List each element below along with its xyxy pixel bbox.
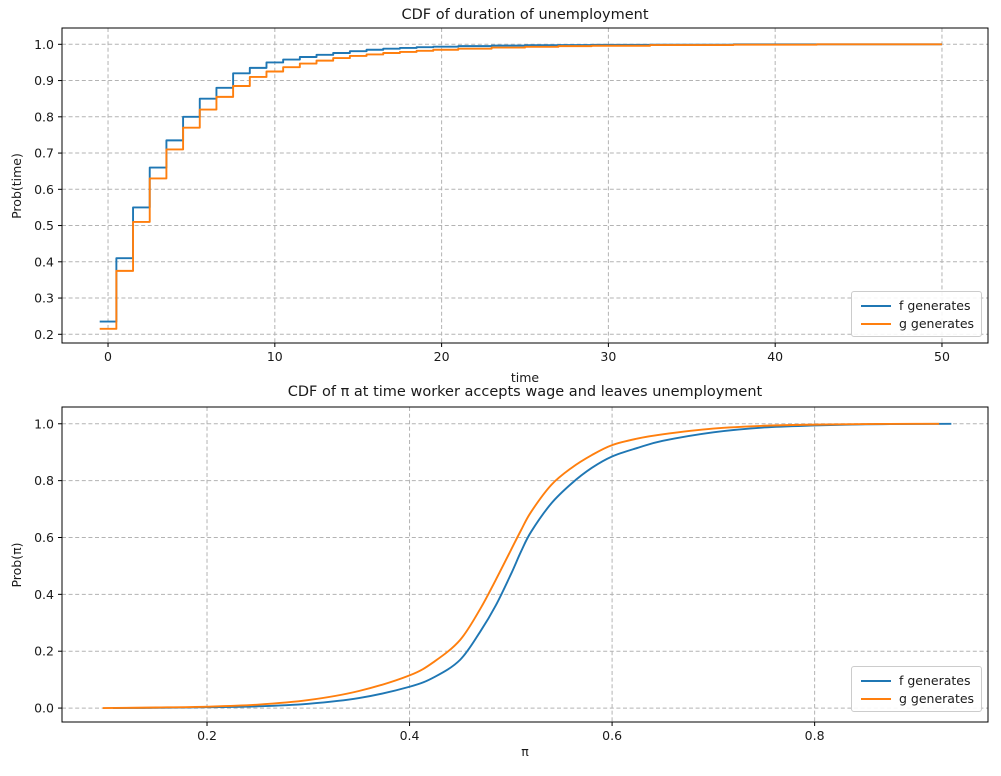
legend-line-swatch-f <box>861 680 891 682</box>
y-tick-label: 0.7 <box>34 146 54 161</box>
bottom-chart-legend: f generates g generates <box>851 666 982 712</box>
legend-entry-g: g generates <box>861 690 975 708</box>
x-tick-label: 20 <box>434 349 450 364</box>
axes-spines <box>61 27 989 344</box>
bottom-chart-title: CDF of π at time worker accepts wage and… <box>287 384 763 400</box>
y-tick-label: 0.8 <box>34 109 54 124</box>
y-tick-label: 0.8 <box>34 473 54 488</box>
bottom-chart-xlabel: π <box>521 744 529 759</box>
y-tick-label: 0.5 <box>34 218 54 233</box>
x-tick-label: 0.6 <box>602 728 622 743</box>
x-tick-label: 40 <box>767 349 783 364</box>
y-tick-label: 1.0 <box>34 37 54 52</box>
top-chart-ylabel: Prob(time) <box>9 153 24 219</box>
axes-top: 0 10 20 30 40 50 0.2 0.3 0.4 0.5 0.6 0.7 0.8 0.9 1.0 <box>34 27 989 364</box>
legend-entry-g: g generates <box>861 315 975 333</box>
axes-bottom: 0.2 0.4 0.6 0.8 0.0 0.2 0.4 0.6 0.8 1.0 <box>34 406 989 743</box>
top-chart-xlabel: time <box>510 370 540 385</box>
y-tick-label: 0.2 <box>34 327 54 342</box>
legend-line-swatch-g <box>861 698 891 700</box>
x-tick-label: 0 <box>104 349 112 364</box>
legend-label-f: f generates <box>899 673 971 688</box>
y-tick-label: 0.9 <box>34 73 54 88</box>
y-tick-label: 0.0 <box>34 701 54 716</box>
bottom-chart-ylabel: Prob(π) <box>9 542 24 588</box>
legend-entry-f: f generates <box>861 297 975 315</box>
x-tick-label: 50 <box>934 349 950 364</box>
legend-line-swatch-g <box>861 323 891 325</box>
legend-label-f: f generates <box>899 298 971 313</box>
y-tick-label: 0.6 <box>34 530 54 545</box>
x-tick-label: 10 <box>267 349 283 364</box>
x-tick-label: 0.2 <box>197 728 217 743</box>
top-chart-title: CDF of duration of unemployment <box>401 7 649 23</box>
series-line-f-generates <box>99 43 942 323</box>
series-line-g-generates <box>99 43 942 330</box>
legend-label-g: g generates <box>899 691 975 706</box>
top-chart-legend: f generates g generates <box>851 291 982 337</box>
y-tick-label: 1.0 <box>34 416 54 431</box>
legend-line-swatch-f <box>861 305 891 307</box>
y-tick-label: 0.2 <box>34 644 54 659</box>
series-line-g-generates <box>102 422 940 710</box>
legend-label-g: g generates <box>899 316 975 331</box>
x-tick-label: 0.4 <box>400 728 420 743</box>
x-tick-label: 30 <box>600 349 616 364</box>
x-tick-label: 0.8 <box>805 728 825 743</box>
y-tick-label: 0.4 <box>34 254 54 269</box>
legend-entry-f: f generates <box>861 672 975 690</box>
y-tick-label: 0.6 <box>34 182 54 197</box>
y-tick-label: 0.4 <box>34 587 54 602</box>
axes-spines <box>61 406 989 723</box>
y-tick-label: 0.3 <box>34 291 54 306</box>
series-line-f-generates <box>112 422 952 710</box>
